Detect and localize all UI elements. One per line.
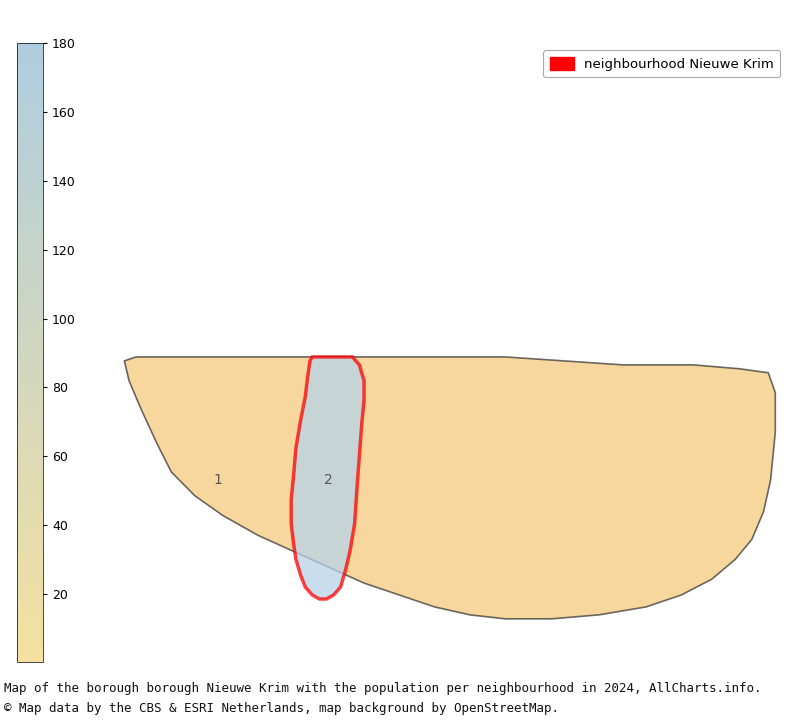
Text: Map of the borough borough Nieuwe Krim with the population per neighbourhood in : Map of the borough borough Nieuwe Krim w… (4, 682, 762, 695)
Legend: neighbourhood Nieuwe Krim: neighbourhood Nieuwe Krim (543, 50, 781, 77)
Text: 2: 2 (324, 473, 333, 487)
Text: © Map data by the CBS & ESRI Netherlands, map background by OpenStreetMap.: © Map data by the CBS & ESRI Netherlands… (4, 702, 559, 715)
Polygon shape (291, 357, 364, 599)
Polygon shape (124, 357, 775, 619)
Text: 1: 1 (214, 473, 223, 487)
